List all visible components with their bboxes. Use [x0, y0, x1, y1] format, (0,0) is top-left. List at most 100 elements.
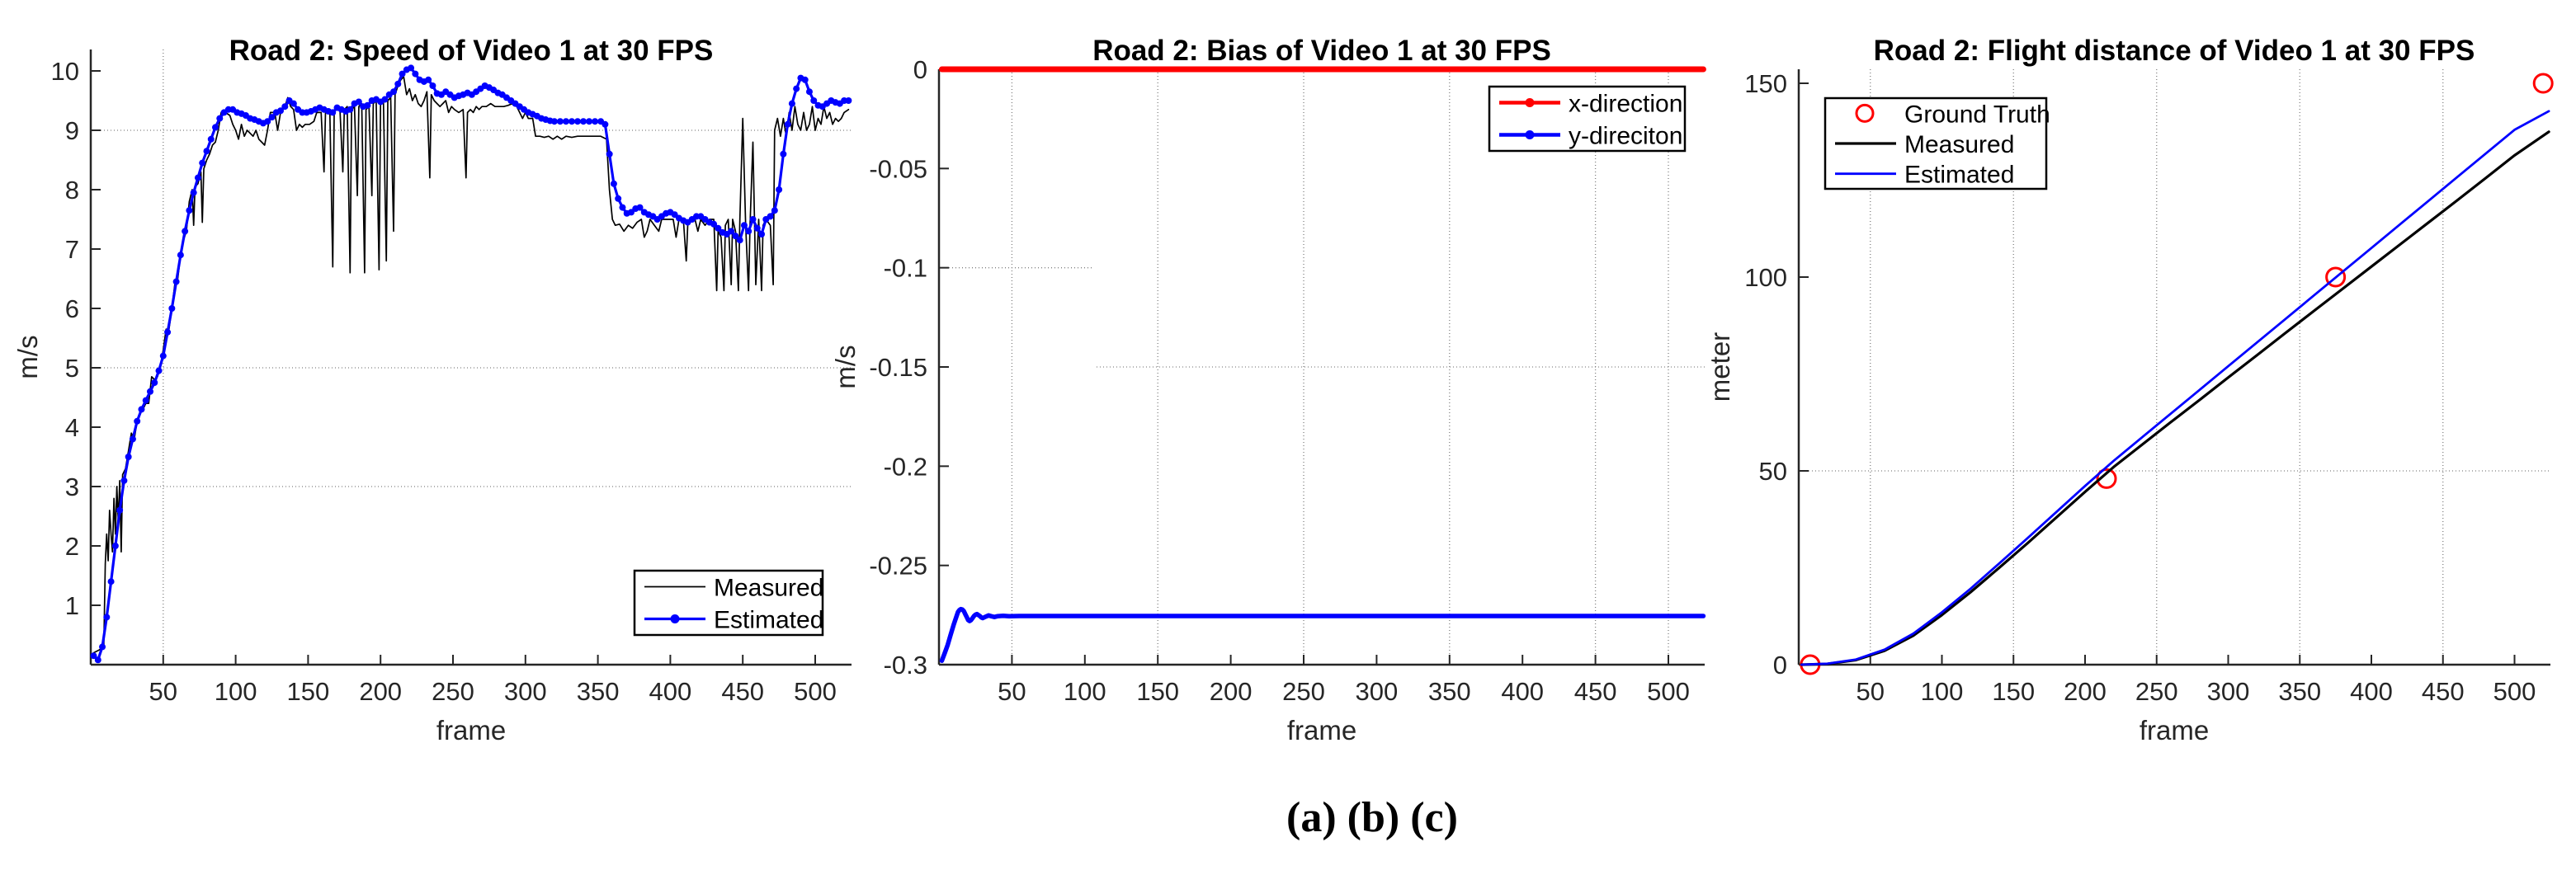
data-point-marker	[138, 406, 145, 413]
y-axis-label: meter	[1705, 332, 1735, 402]
data-point-marker	[268, 114, 276, 121]
legend-item-label: x-direction	[1569, 91, 1682, 118]
data-point-marker	[429, 82, 436, 89]
data-point-marker	[125, 454, 132, 460]
data-point-marker	[776, 186, 783, 193]
data-point-marker	[671, 211, 678, 219]
x-tick-label: 150	[1992, 677, 2035, 706]
x-tick-label: 200	[1210, 677, 1253, 706]
x-tick-label: 500	[794, 677, 837, 706]
bias-plot: Road 2: Bias of Video 1 at 30 FPS frame …	[830, 35, 1706, 745]
x-tick-label: 150	[287, 677, 330, 706]
data-point-marker	[758, 231, 766, 237]
y-tick-label: 9	[65, 116, 79, 145]
data-point-marker	[103, 614, 111, 621]
y-tick-label: -0.05	[869, 154, 927, 183]
data-point-marker	[151, 379, 158, 386]
data-point-marker	[627, 209, 635, 216]
x-tick-label: 300	[504, 677, 547, 706]
data-point-marker	[207, 135, 215, 143]
data-point-marker	[364, 101, 371, 109]
x-tick-label: 450	[1574, 677, 1617, 706]
data-point-marker	[780, 150, 787, 158]
x-axis-label: frame	[1287, 715, 1356, 745]
y-tick-label: 10	[51, 57, 79, 86]
ground-truth-point	[2325, 266, 2347, 288]
data-point-marker	[602, 120, 609, 128]
x-tick-label: 400	[649, 677, 692, 706]
data-point-marker	[390, 88, 398, 96]
data-point-marker	[788, 100, 795, 107]
data-point-marker	[412, 70, 419, 78]
data-point-marker	[199, 159, 206, 167]
data-point-marker	[111, 543, 119, 549]
x-tick-label: 200	[2064, 677, 2107, 706]
x-tick-label: 100	[215, 677, 257, 706]
data-point-marker	[845, 97, 852, 104]
data-point-marker	[736, 237, 743, 244]
y-tick-label: 50	[1759, 457, 1787, 486]
data-point-marker	[745, 228, 753, 235]
y-tick-label: 1	[65, 591, 79, 620]
data-point-marker	[793, 85, 800, 92]
legend-sample-marker	[1525, 130, 1535, 139]
data-point-marker	[556, 118, 564, 125]
y-tick-label: 100	[1744, 263, 1787, 292]
data-point-marker	[810, 97, 818, 104]
y-tick-label: -0.3	[884, 651, 927, 680]
x-tick-label: 500	[2493, 677, 2536, 706]
data-point-marker	[619, 204, 626, 211]
data-point-marker	[277, 107, 285, 115]
legend-sample-marker	[1525, 98, 1535, 107]
data-point-marker	[134, 417, 141, 425]
data-point-marker	[90, 652, 97, 660]
legend-sample-marker	[1855, 103, 1875, 123]
data-point-marker	[615, 195, 622, 202]
data-point-marker	[99, 643, 106, 651]
data-point-marker	[164, 328, 172, 336]
data-point-marker	[129, 435, 136, 443]
x-tick-label: 350	[2278, 677, 2321, 706]
legend-item-label: y-direciton	[1569, 123, 1682, 150]
data-point-marker	[767, 213, 774, 220]
y-tick-label: 2	[65, 532, 79, 561]
x-tick-label: 250	[432, 677, 474, 706]
x-tick-label: 300	[2207, 677, 2250, 706]
data-point-marker	[168, 305, 176, 312]
legend-item-label: Ground Truth	[1904, 101, 2050, 128]
series-measured	[1800, 130, 2550, 666]
data-point-marker	[805, 88, 813, 96]
data-point-marker	[182, 228, 189, 235]
data-point-marker	[784, 120, 791, 128]
x-tick-label: 350	[577, 677, 620, 706]
distance-plot: Road 2: Flight distance of Video 1 at 30…	[1705, 35, 2554, 745]
data-point-marker	[732, 233, 739, 240]
series-y-direciton	[939, 606, 1706, 663]
data-point-marker	[146, 388, 153, 395]
data-point-marker	[801, 76, 809, 83]
y-axis-label: m/s	[830, 345, 861, 388]
data-point-marker	[264, 118, 271, 125]
y-tick-label: -0.15	[869, 353, 927, 382]
data-point-marker	[142, 397, 149, 404]
subfigure-caption: (a) (b) (c)	[1286, 794, 1458, 841]
data-point-marker	[194, 174, 201, 181]
x-tick-label: 450	[721, 677, 764, 706]
legend-item-label: Measured	[714, 575, 823, 602]
legend-item-label: Estimated	[714, 607, 823, 634]
data-point-marker	[399, 70, 406, 78]
data-point-marker	[636, 204, 644, 211]
plot-area: 50 100 150 200 250 300 350 400 450 500 1 2 3 4 5 6 7 8 9 10…	[51, 49, 852, 706]
y-tick-label: 4	[65, 413, 79, 442]
data-point-marker	[116, 506, 124, 514]
data-point-marker	[120, 477, 128, 484]
plot-area: 50 100 150 200 250 300 350 400 450 500 0 50 100 150 Gr…	[1744, 69, 2554, 706]
x-tick-label: 100	[1064, 677, 1106, 706]
data-point-marker	[728, 228, 735, 235]
series-measured	[92, 76, 850, 654]
data-point-marker	[216, 115, 224, 122]
data-point-marker	[592, 118, 599, 125]
y-tick-label: 7	[65, 235, 79, 264]
data-point-marker	[568, 118, 575, 125]
